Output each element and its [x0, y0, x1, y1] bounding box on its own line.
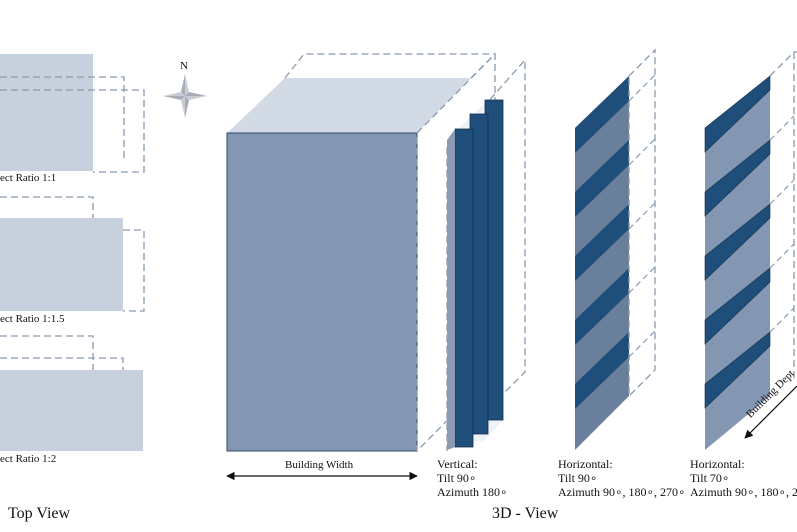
louver-70-3: [704, 203, 771, 281]
top-view-dashed-outline-3: [0, 335, 94, 370]
louver-70-1: [704, 75, 771, 153]
building-facade: [226, 132, 418, 452]
aspect-ratio-label-2: ect Ratio 1:1.5: [0, 313, 65, 325]
top-view-ratio-1-2: [0, 335, 143, 451]
horizontal-tilt-70-louvers: [704, 51, 797, 450]
building-roof: [227, 78, 471, 133]
vertical-fin-front-edge: [447, 129, 455, 450]
horizontal-tilt-90-louvers: [575, 48, 656, 450]
horizontal-70-azimuth-label: Azimuth 90∘, 180∘, 2: [690, 485, 797, 499]
horizontal-90-azimuth-label: Azimuth 90∘, 180∘, 270∘: [558, 485, 686, 499]
aspect-ratio-label-3: ect Ratio 1:2: [0, 453, 57, 465]
top-view-title: Top View: [8, 505, 71, 522]
horizontal-70-type-label: Horizontal:: [690, 457, 745, 471]
top-view-dashed-outline-2: [0, 196, 94, 218]
top-view-plan-2: [0, 218, 123, 311]
building-width-label: Building Width: [285, 459, 354, 471]
horizontal-90-tilt-label: Tilt 90∘: [558, 471, 598, 485]
horizontal-90-type-label: Horizontal:: [558, 457, 613, 471]
vertical-fin-2: [454, 128, 474, 448]
aspect-ratio-label-1: ect Ratio 1:1: [0, 172, 57, 184]
vertical-azimuth-label: Azimuth 180∘: [437, 485, 508, 499]
top-view-ratio-1-1: [0, 54, 145, 173]
louver-70-4: [704, 267, 771, 345]
vertical-tilt-label: Tilt 90∘: [437, 471, 477, 485]
louver-70-5: [704, 331, 771, 409]
building-depth-arrow: [744, 385, 797, 439]
top-view-ratio-1-1-5: [0, 196, 145, 312]
top-view-plan-3: [0, 370, 143, 451]
view-3d-title: 3D - View: [492, 505, 559, 522]
top-view-dashed-outline-1: [0, 76, 125, 160]
louver-70-2: [704, 139, 771, 217]
top-view-plan-1: [0, 54, 93, 171]
horizontal-70-tilt-label: Tilt 70∘: [690, 471, 730, 485]
vertical-type-label: Vertical:: [437, 457, 478, 471]
vertical-shading-fins: [446, 58, 526, 452]
compass-north-label: N: [180, 60, 188, 72]
compass-rose-icon: [163, 74, 207, 118]
